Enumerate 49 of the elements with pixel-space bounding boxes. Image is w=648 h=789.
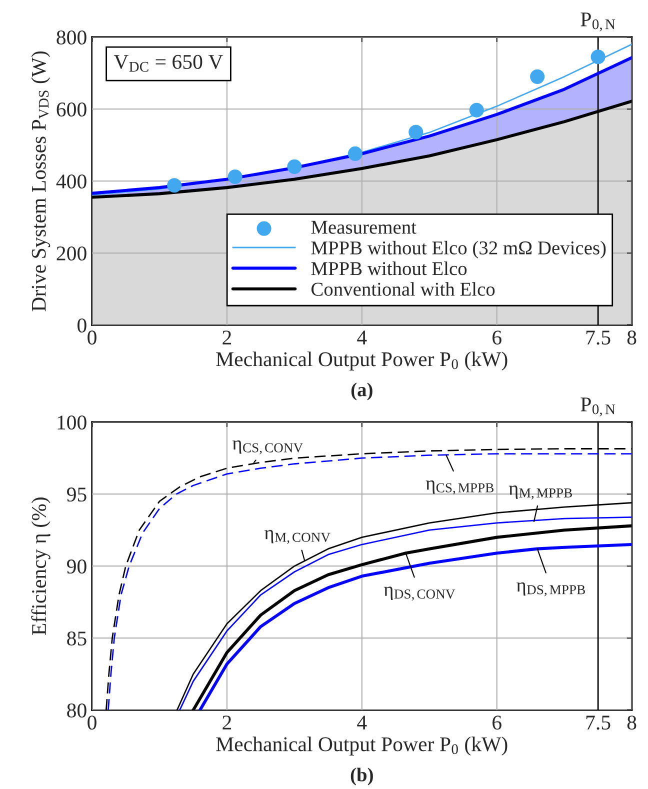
- point: [408, 124, 424, 140]
- y-axis-title: Efficiency η (%): [31, 498, 50, 635]
- y-tick-label: 400: [56, 174, 86, 189]
- x-tick-label: 0: [88, 330, 96, 345]
- x-tick-label: 6: [492, 716, 502, 730]
- legend-label: MPPB without Elco (32 mΩ Devices): [311, 240, 606, 258]
- y-tick-label: 85: [67, 631, 86, 646]
- x-tick-label: 7.5: [586, 330, 610, 345]
- ref-line-label: P$_{0,N}$: [580, 12, 616, 32]
- annotation: η$_{DS,MPPB}$: [516, 582, 585, 596]
- y-axis-title: Drive System Losses P$_{VDS}$ (W): [31, 51, 50, 312]
- annotation: η$_{CS,MPPB}$: [426, 480, 494, 494]
- annotation: V$_{DC}$ = 650 V: [114, 54, 223, 72]
- point: [590, 50, 606, 64]
- ref-line-label: P$_{0,N}$: [580, 398, 616, 416]
- point: [287, 159, 302, 174]
- x-tick-label: 2: [222, 716, 232, 730]
- y-tick-label: 100: [58, 415, 86, 430]
- x-axis-title: Mechanical Output Power P$_{0}$ (kW): [216, 736, 508, 756]
- y-tick-label: 95: [66, 488, 86, 502]
- x-tick-label: 2: [222, 330, 232, 344]
- annotation: η$_{DS,CONV}$: [384, 586, 456, 601]
- annotation: η$_{M,MPPB}$: [508, 486, 572, 500]
- text: (a): [351, 382, 372, 400]
- y-tick-label: 80: [67, 703, 86, 718]
- y-tick-label: 90: [66, 559, 86, 574]
- y-tick-label: 0: [78, 318, 86, 332]
- text: (b): [350, 768, 373, 786]
- legend-label: Measurement: [311, 220, 416, 234]
- point: [530, 69, 545, 84]
- point: [348, 146, 362, 161]
- legend-label: Conventional with Elco: [311, 282, 495, 296]
- point: [228, 169, 242, 184]
- legend-label: MPPB without Elco: [311, 261, 467, 276]
- x-axis-title: Mechanical Output Power P$_{0}$ (kW): [216, 352, 508, 370]
- x-tick-label: 6: [492, 330, 502, 345]
- x-tick-label: 4: [357, 330, 367, 344]
- y-tick-label: 800: [56, 30, 86, 45]
- annotation: η$_{M,CONV}$: [264, 530, 330, 544]
- x-tick-label: 0: [88, 716, 96, 730]
- y-tick-label: 200: [56, 246, 86, 261]
- point: [167, 178, 182, 193]
- x-tick-label: 8: [627, 716, 636, 730]
- y-tick-label: 600: [56, 102, 86, 117]
- x-tick-label: 7.5: [586, 716, 610, 730]
- point: [469, 102, 484, 118]
- x-tick-label: 4: [357, 716, 367, 730]
- annotation: η$_{CS,CONV}$: [232, 440, 303, 454]
- x-tick-label: 8: [627, 330, 636, 345]
